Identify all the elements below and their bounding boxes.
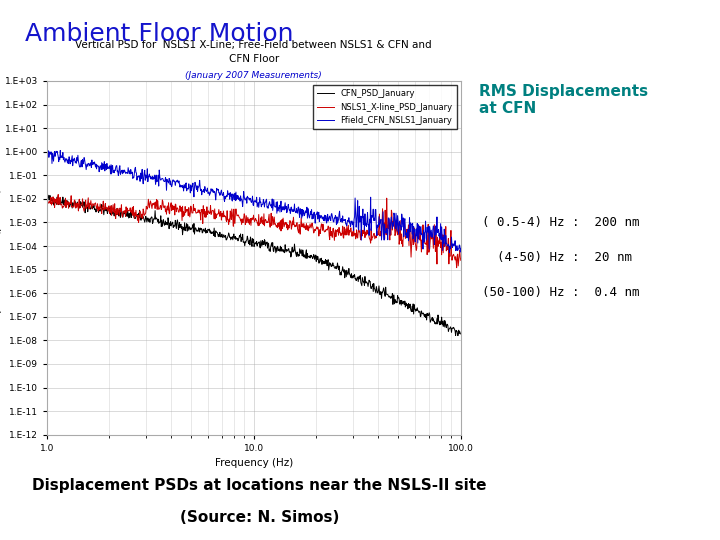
Ffield_CFN_NSLS1_January <box>42 151 51 158</box>
NSLS1_X-line_PSD_January <box>284 227 292 233</box>
NSLS1_X-line_PSD_January <box>307 225 315 231</box>
Line: NSLS1_X-line_PSD_January: NSLS1_X-line_PSD_January <box>47 194 461 268</box>
X-axis label: Frequency (Hz): Frequency (Hz) <box>215 458 293 468</box>
CFN_PSD_January <box>294 251 303 258</box>
Ffield_CFN_NSLS1_January <box>445 249 454 256</box>
NSLS1_X-line_PSD_January <box>68 204 77 210</box>
NSLS1_X-line_PSD_January <box>456 257 465 264</box>
CFN_PSD_January <box>400 299 408 306</box>
CFN_PSD_January <box>456 330 465 337</box>
Line: CFN_PSD_January: CFN_PSD_January <box>47 195 461 335</box>
Text: (50-100) Hz :  0.4 nm: (50-100) Hz : 0.4 nm <box>482 286 640 299</box>
NSLS1_X-line_PSD_January <box>54 191 63 198</box>
Ffield_CFN_NSLS1_January <box>284 204 292 211</box>
Text: Displacement PSDs at locations near the NSLS-II site: Displacement PSDs at locations near the … <box>32 478 487 493</box>
Text: Ambient Floor Motion: Ambient Floor Motion <box>25 22 294 45</box>
Text: RMS Displacements
at CFN: RMS Displacements at CFN <box>479 84 648 116</box>
NSLS1_X-line_PSD_January <box>294 230 303 236</box>
Text: ( 0.5-4) Hz :  200 nm: ( 0.5-4) Hz : 200 nm <box>482 216 640 229</box>
CFN_PSD_January <box>357 281 366 287</box>
Legend: CFN_PSD_January, NSLS1_X-line_PSD_January, Ffield_CFN_NSLS1_January: CFN_PSD_January, NSLS1_X-line_PSD_Januar… <box>313 85 456 129</box>
Ffield_CFN_NSLS1_January <box>307 211 315 218</box>
Line: Ffield_CFN_NSLS1_January: Ffield_CFN_NSLS1_January <box>47 151 461 253</box>
Text: (Source: N. Simos): (Source: N. Simos) <box>179 510 339 525</box>
NSLS1_X-line_PSD_January <box>400 221 408 228</box>
Y-axis label: Displacement PSD (μm²/ Hz): Displacement PSD (μm²/ Hz) <box>0 188 1 328</box>
Ffield_CFN_NSLS1_January <box>400 233 408 240</box>
Ffield_CFN_NSLS1_January <box>357 237 366 244</box>
Title: Vertical PSD for  NSLS1 X-Line; Free-Field between NSLS1 & CFN and
CFN Floor: Vertical PSD for NSLS1 X-Line; Free-Fiel… <box>76 40 432 64</box>
CFN_PSD_January <box>284 248 292 254</box>
Ffield_CFN_NSLS1_January <box>456 245 465 252</box>
NSLS1_X-line_PSD_January <box>42 194 51 201</box>
NSLS1_X-line_PSD_January <box>452 265 461 271</box>
Text: (January 2007 Measurements): (January 2007 Measurements) <box>186 71 322 80</box>
CFN_PSD_January <box>68 200 77 206</box>
CFN_PSD_January <box>454 332 462 339</box>
CFN_PSD_January <box>42 194 51 201</box>
CFN_PSD_January <box>307 252 315 259</box>
CFN_PSD_January <box>44 192 53 199</box>
Text: (4-50) Hz :  20 nm: (4-50) Hz : 20 nm <box>482 251 632 264</box>
Ffield_CFN_NSLS1_January <box>294 204 303 210</box>
NSLS1_X-line_PSD_January <box>357 226 366 233</box>
Ffield_CFN_NSLS1_January <box>56 147 65 154</box>
Ffield_CFN_NSLS1_January <box>68 163 77 169</box>
